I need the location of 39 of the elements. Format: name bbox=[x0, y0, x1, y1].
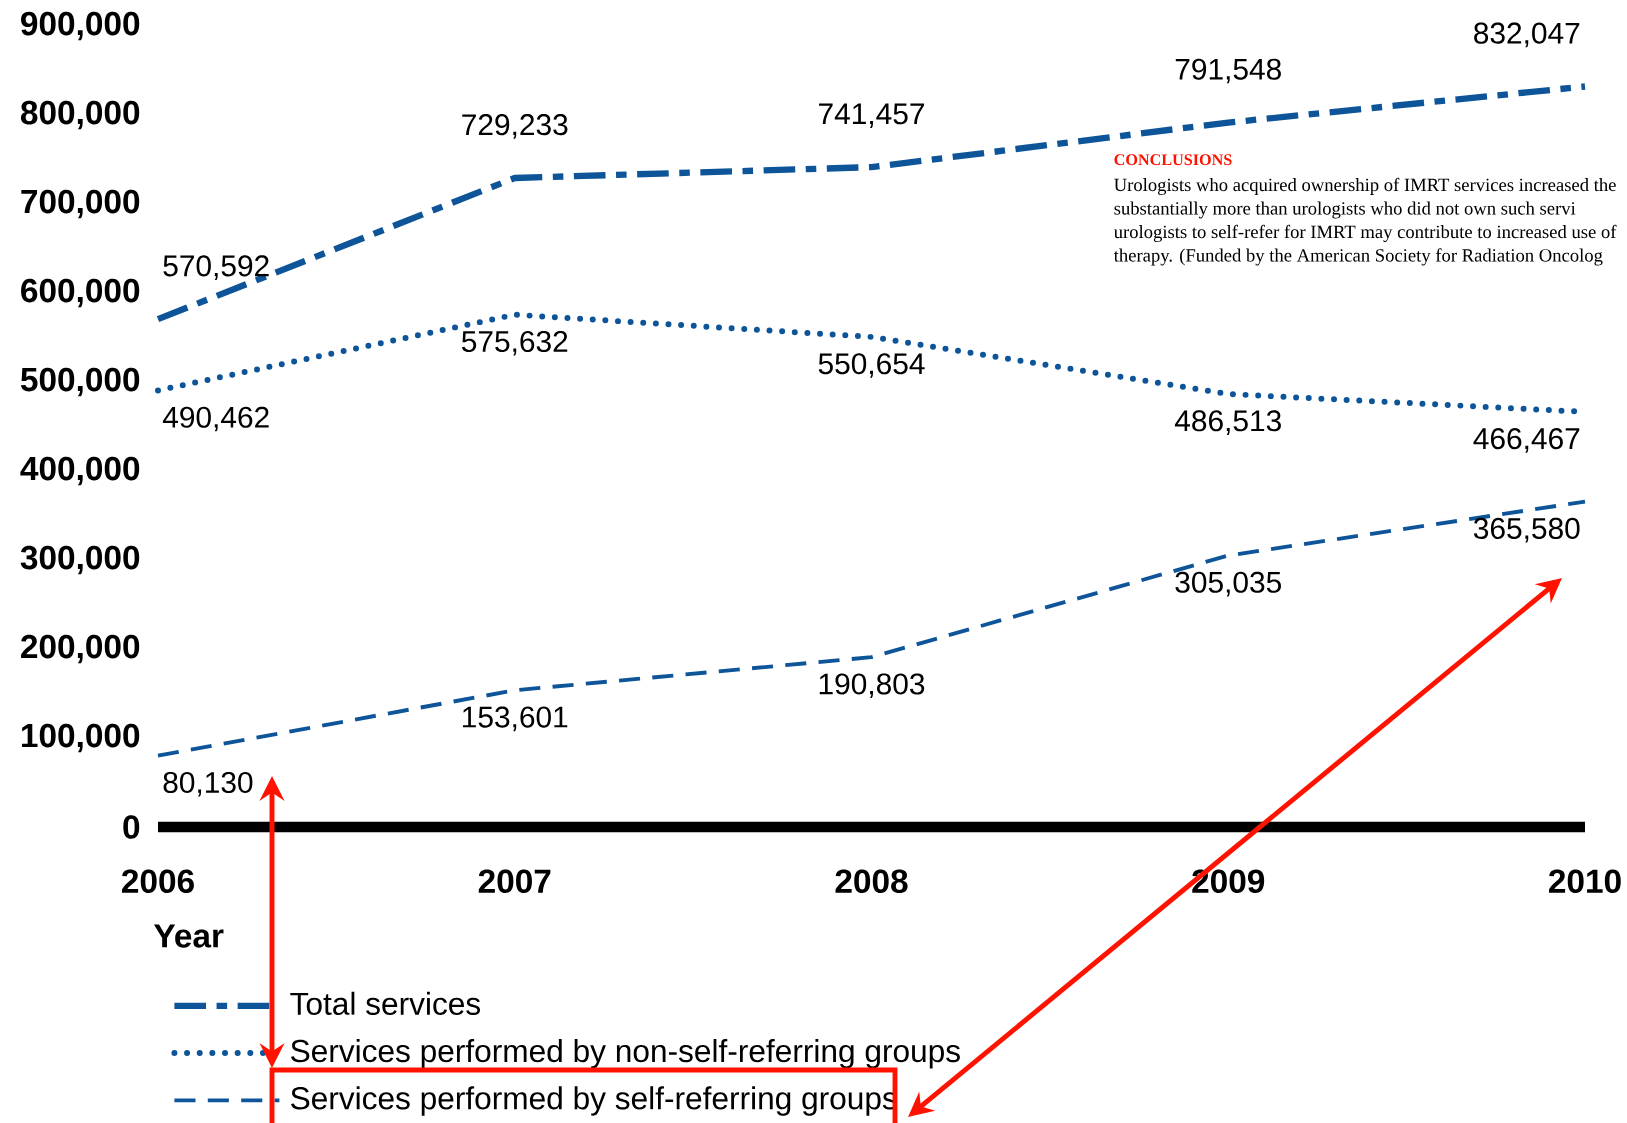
y-tick-label: 900,000 bbox=[21, 11, 140, 41]
data-label: 791,548 bbox=[1175, 58, 1281, 84]
data-label: 190,803 bbox=[819, 673, 925, 699]
y-tick-label: 400,000 bbox=[20, 456, 140, 486]
data-label: 486,513 bbox=[1174, 410, 1281, 435]
y-tick-label: 200,000 bbox=[21, 634, 140, 664]
x-tick-label: 2009 bbox=[1192, 869, 1265, 894]
data-label: 575,632 bbox=[461, 330, 568, 356]
data-label: 570,592 bbox=[163, 255, 269, 280]
legend-label: Total services bbox=[290, 991, 481, 1015]
annotation: CONCLUSIONS bbox=[1114, 154, 1232, 166]
legend-label: Services performed by non-self-referring groups bbox=[291, 1038, 960, 1069]
x-tick-label: 2008 bbox=[835, 869, 908, 894]
data-label: 741,457 bbox=[819, 103, 924, 128]
y-tick-label: 600,000 bbox=[21, 278, 140, 308]
y-tick-label: 0 bbox=[123, 815, 140, 839]
annotation: urologists to self-refer for IMRT may contribute to increased use of bbox=[1113, 224, 1617, 242]
y-tick-label: 700,000 bbox=[21, 189, 140, 219]
x-tick-label: 2010 bbox=[1549, 869, 1621, 894]
annotation: Urologists who acquired ownership of IMRT services increased the bbox=[1114, 177, 1616, 195]
x-tick-label: 2007 bbox=[478, 869, 551, 894]
y-tick-label: 500,000 bbox=[20, 367, 140, 397]
y-tick-label: 100,000 bbox=[21, 723, 140, 753]
x-tick-label: 2006 bbox=[122, 869, 194, 894]
legend-label: Services performed by self-referring groups bbox=[291, 1086, 897, 1116]
annotation: therapy. (Funded by the American Society for Radiation Oncolog bbox=[1113, 248, 1603, 266]
data-label: 466,467 bbox=[1473, 428, 1580, 453]
data-label: 832,047 bbox=[1474, 22, 1580, 48]
data-label: 305,035 bbox=[1175, 571, 1281, 597]
data-label: 80,130 bbox=[163, 771, 253, 797]
annotation: substantially more than urologists who did not own such servi bbox=[1114, 201, 1576, 219]
data-label: 550,654 bbox=[818, 353, 925, 378]
x-axis-title: Year bbox=[153, 924, 224, 948]
y-tick-label: 300,000 bbox=[20, 545, 140, 575]
data-label: 365,580 bbox=[1473, 517, 1580, 543]
data-label: 729,233 bbox=[462, 114, 568, 139]
data-label: 153,601 bbox=[463, 706, 568, 732]
y-tick-label: 800,000 bbox=[20, 100, 140, 130]
data-label: 490,462 bbox=[162, 406, 269, 432]
